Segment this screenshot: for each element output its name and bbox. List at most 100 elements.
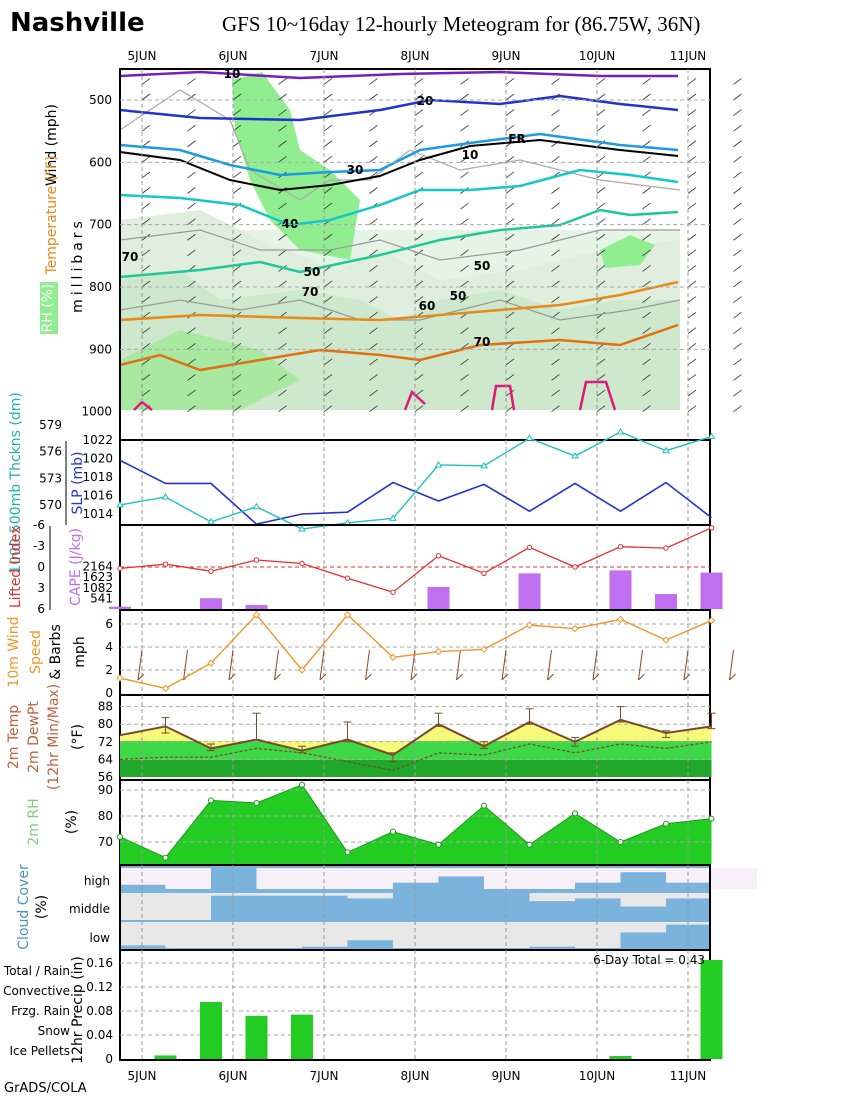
wind-barb — [733, 78, 742, 85]
lifted-index-point — [663, 545, 669, 551]
wind-barb — [323, 311, 333, 319]
legend-temperature: Temperature (°F) — [44, 155, 60, 275]
wind-barb-10m — [274, 649, 279, 681]
wind-barb — [733, 156, 742, 163]
temp-unit-label: (°F) — [70, 724, 86, 750]
thickness-point — [298, 525, 306, 532]
wind-barb — [187, 389, 196, 397]
cape-bar — [427, 586, 450, 609]
wind-barb — [369, 78, 378, 85]
wind-barb — [596, 280, 606, 288]
wind-axis-label: Speed — [28, 630, 44, 674]
wind-barb — [642, 343, 651, 350]
wind-barb — [596, 78, 606, 85]
wind-barb — [687, 233, 697, 241]
wind-barb — [687, 156, 697, 163]
wind-barb — [687, 93, 697, 101]
wind-barb — [551, 202, 560, 210]
wind-barb — [460, 327, 469, 335]
cape-tick: 541 — [90, 591, 113, 605]
wind-speed-point — [116, 674, 124, 682]
temp-tick: 56 — [98, 770, 113, 784]
wind-barb — [687, 343, 697, 350]
chart-title: GFS 10~16day 12-hourly Meteogram for (86… — [222, 12, 701, 36]
wind-barb — [460, 405, 469, 412]
slp-tick: 1020 — [82, 452, 113, 466]
wind-barb — [687, 327, 697, 335]
lifted-index-point — [162, 561, 169, 567]
day-label-bottom: 11JUN — [670, 1069, 707, 1083]
temp-tick: 64 — [98, 752, 113, 766]
wind-barb — [278, 233, 287, 241]
wind-barb — [414, 78, 424, 85]
wind-barb — [369, 311, 378, 319]
rh2m-axis-label: 2m RH — [26, 798, 42, 845]
isotherm-80 — [490, 384, 516, 411]
thickness-point — [434, 460, 443, 468]
temp-axis-label: (12hr Min/Max) — [46, 684, 62, 790]
precip-legend: Snow — [38, 1024, 71, 1038]
cloud-clear-low — [438, 922, 484, 948]
wind-barb — [642, 265, 651, 272]
pressure-axis-label: millibars — [70, 217, 86, 313]
wind-barb — [141, 343, 151, 350]
cloud-clear-low — [529, 922, 575, 947]
rh2m-point — [526, 841, 533, 848]
wind-barb — [551, 343, 560, 350]
temp-axis-label: 2m DewPt — [26, 701, 42, 773]
wind-speed-point — [616, 615, 625, 624]
wind-barb — [642, 202, 651, 210]
wind-barb — [323, 93, 333, 101]
wind-barb — [642, 296, 651, 303]
wind-speed-point — [207, 659, 215, 667]
wind-barb — [414, 327, 424, 335]
wind-barb — [551, 374, 560, 381]
wind-barb — [323, 109, 333, 116]
wind-barb — [323, 187, 333, 194]
wind-barb — [232, 233, 242, 241]
wind-barb — [687, 218, 697, 225]
day-label-bottom: 10JUN — [579, 1069, 616, 1083]
wind-barb — [733, 405, 742, 412]
cloud-clear-low — [256, 922, 302, 948]
thickness-point — [252, 502, 261, 510]
wind-barb — [369, 343, 378, 350]
wind-tick: 6 — [105, 617, 113, 631]
wind-barb — [460, 280, 469, 288]
wind-barb — [187, 124, 196, 132]
isotherm-80 — [403, 389, 426, 411]
wind-barb-10m — [638, 649, 643, 681]
rh2m-point — [117, 833, 123, 840]
wind-barb — [642, 280, 651, 288]
wind-barb — [551, 405, 560, 412]
wind-barb — [232, 78, 242, 85]
lifted-index-point — [299, 560, 305, 567]
wind-barb — [187, 171, 196, 179]
pressure-tick: 700 — [89, 218, 112, 232]
wind-speed-point — [707, 616, 716, 625]
rh2m-fill — [120, 784, 712, 864]
wind-barb — [369, 218, 378, 225]
wind-barb — [323, 374, 333, 381]
wind-barb — [323, 249, 333, 257]
rh2m-point — [663, 820, 669, 827]
thickness-point — [616, 428, 625, 435]
wind-barb — [369, 233, 378, 241]
rh2m-point — [390, 828, 396, 835]
lifted-index-point — [572, 564, 578, 570]
wind-barb — [187, 78, 196, 85]
wind-barb — [141, 93, 151, 101]
wind-barb — [687, 280, 697, 288]
wind-barb — [414, 109, 424, 116]
wind-axis-label: & Barbs — [48, 624, 64, 680]
wind-barb — [414, 93, 424, 101]
wind-barb — [460, 202, 469, 210]
lifted-index-point — [117, 565, 123, 572]
wind-barb-10m — [319, 649, 325, 681]
wind-barb — [687, 109, 697, 116]
thickness-axis-label: 1000-500mb Thckns (dm) — [8, 392, 24, 574]
wind-barb — [369, 327, 378, 335]
wind-barb — [642, 140, 651, 148]
wind-barb — [551, 249, 560, 257]
wind-barb — [141, 202, 151, 210]
